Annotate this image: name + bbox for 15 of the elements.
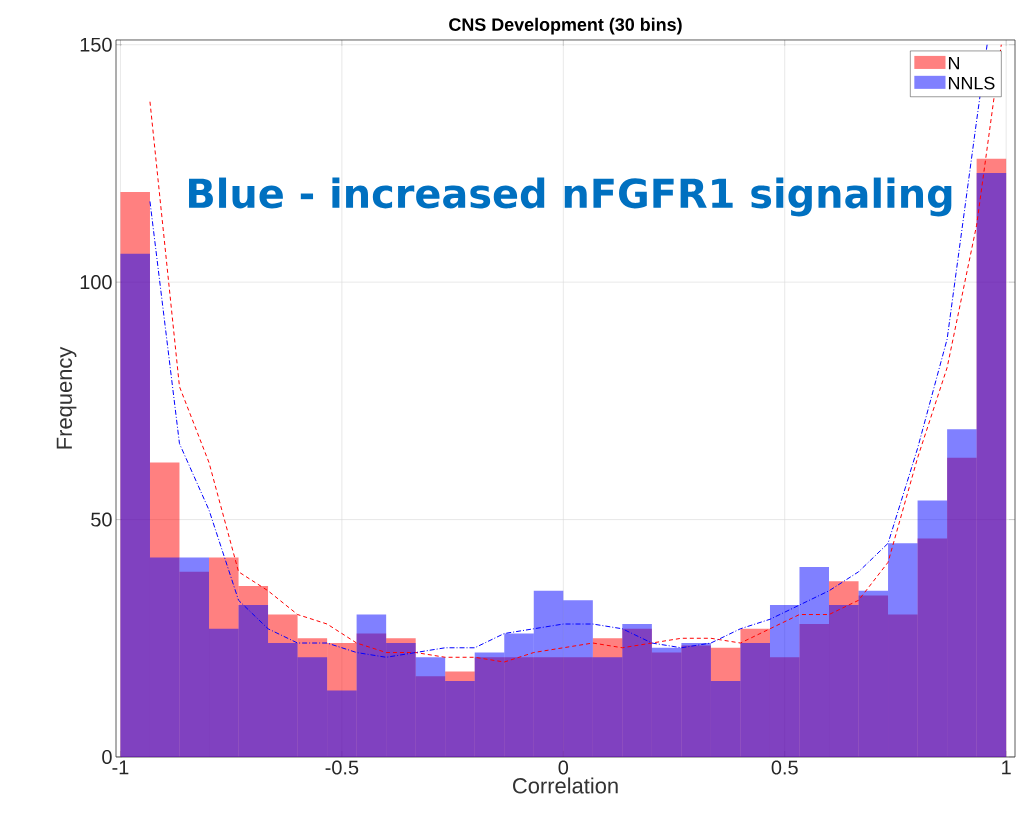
y-tick-label: 50 bbox=[91, 512, 112, 527]
y-tick-label: 100 bbox=[80, 275, 112, 290]
x-tick-label: -0.5 bbox=[325, 760, 359, 775]
x-axis-title: Correlation bbox=[513, 777, 618, 794]
x-tick-label: -1 bbox=[112, 760, 129, 775]
y-axis-title: Frequency bbox=[56, 346, 77, 449]
x-tick-label: 0.5 bbox=[771, 760, 798, 775]
y-tick-label: 0 bbox=[102, 749, 112, 765]
x-tick-label: 1 bbox=[1002, 760, 1011, 775]
annotation: Blue - increased nFGFR1 signaling bbox=[189, 177, 952, 217]
legend-label: N bbox=[948, 56, 959, 70]
y-tick-label: 150 bbox=[80, 37, 112, 52]
x-tick-label: 0 bbox=[558, 760, 569, 775]
legend-label: NNLS bbox=[948, 76, 995, 90]
chart-title: CNS Development (30 bins) bbox=[449, 17, 682, 35]
